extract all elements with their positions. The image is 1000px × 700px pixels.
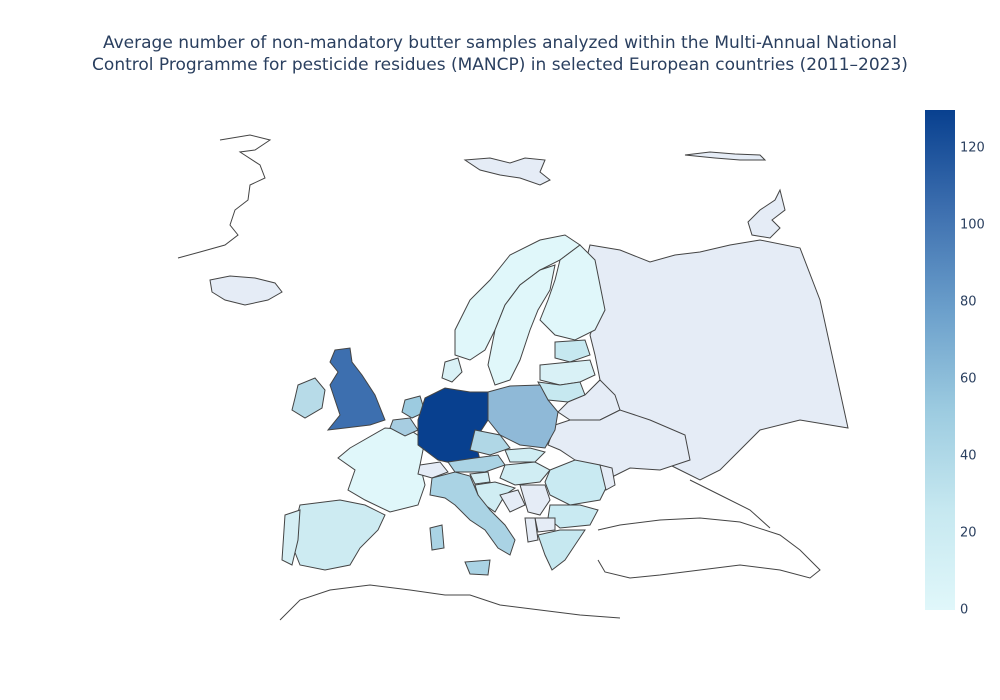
caucasus-coast bbox=[689, 479, 771, 529]
colorbar bbox=[925, 110, 955, 610]
country-finland[interactable] bbox=[539, 244, 606, 341]
country-romania[interactable] bbox=[544, 459, 611, 506]
novaya-zemlya bbox=[747, 188, 786, 239]
country-ukraine[interactable] bbox=[547, 409, 691, 479]
country-poland[interactable] bbox=[487, 384, 559, 449]
country-moldova[interactable] bbox=[599, 464, 616, 491]
country-greece[interactable] bbox=[537, 529, 586, 571]
north-africa-coast bbox=[279, 584, 621, 621]
country-north-macedonia[interactable] bbox=[534, 517, 556, 533]
colorbar-tick-label: 60 bbox=[960, 371, 977, 387]
country-serbia[interactable] bbox=[519, 484, 551, 516]
colorbar-gradient bbox=[925, 110, 955, 610]
country-switzerland[interactable] bbox=[417, 461, 449, 479]
colorbar-tick-label: 100 bbox=[960, 217, 985, 233]
country-portugal[interactable] bbox=[281, 509, 301, 566]
chart-title: Average number of non-mandatory butter s… bbox=[0, 32, 1000, 76]
country-norway[interactable] bbox=[454, 234, 581, 361]
colorbar-tick-label: 40 bbox=[960, 448, 977, 464]
country-turkey[interactable] bbox=[597, 517, 821, 579]
country-france[interactable] bbox=[337, 427, 426, 513]
colorbar-tick-label: 0 bbox=[960, 602, 969, 618]
country-ireland[interactable] bbox=[291, 377, 326, 419]
country-italy-sardinia[interactable] bbox=[429, 524, 445, 551]
country-germany[interactable] bbox=[417, 387, 489, 466]
country-belgium[interactable] bbox=[389, 417, 419, 437]
country-iceland[interactable] bbox=[209, 275, 283, 306]
franz-josef-land bbox=[684, 151, 767, 161]
country-latvia[interactable] bbox=[539, 359, 596, 386]
chart-title-line-1: Average number of non-mandatory butter s… bbox=[102, 33, 898, 53]
greenland-outline bbox=[177, 134, 272, 259]
country-hungary[interactable] bbox=[499, 461, 551, 486]
country-denmark[interactable] bbox=[441, 357, 463, 383]
country-spain[interactable] bbox=[291, 499, 386, 571]
country-estonia[interactable] bbox=[554, 339, 591, 363]
country-italy[interactable] bbox=[429, 471, 516, 556]
country-united-kingdom[interactable] bbox=[326, 347, 386, 431]
chart-title-line-2: Control Programme for pesticide residues… bbox=[92, 55, 908, 75]
country-albania[interactable] bbox=[524, 517, 539, 543]
colorbar-tick-label: 120 bbox=[960, 140, 985, 156]
country-czechia[interactable] bbox=[469, 429, 511, 456]
svalbard bbox=[463, 157, 551, 186]
country-bosnia[interactable] bbox=[499, 489, 526, 513]
country-sweden[interactable] bbox=[487, 264, 556, 386]
country-italy-sicily[interactable] bbox=[464, 559, 491, 576]
colorbar-tick-label: 80 bbox=[960, 294, 977, 310]
country-slovakia[interactable] bbox=[504, 447, 546, 463]
country-netherlands[interactable] bbox=[401, 395, 426, 419]
colorbar-tick-label: 20 bbox=[960, 525, 977, 541]
country-slovenia[interactable] bbox=[469, 471, 491, 485]
